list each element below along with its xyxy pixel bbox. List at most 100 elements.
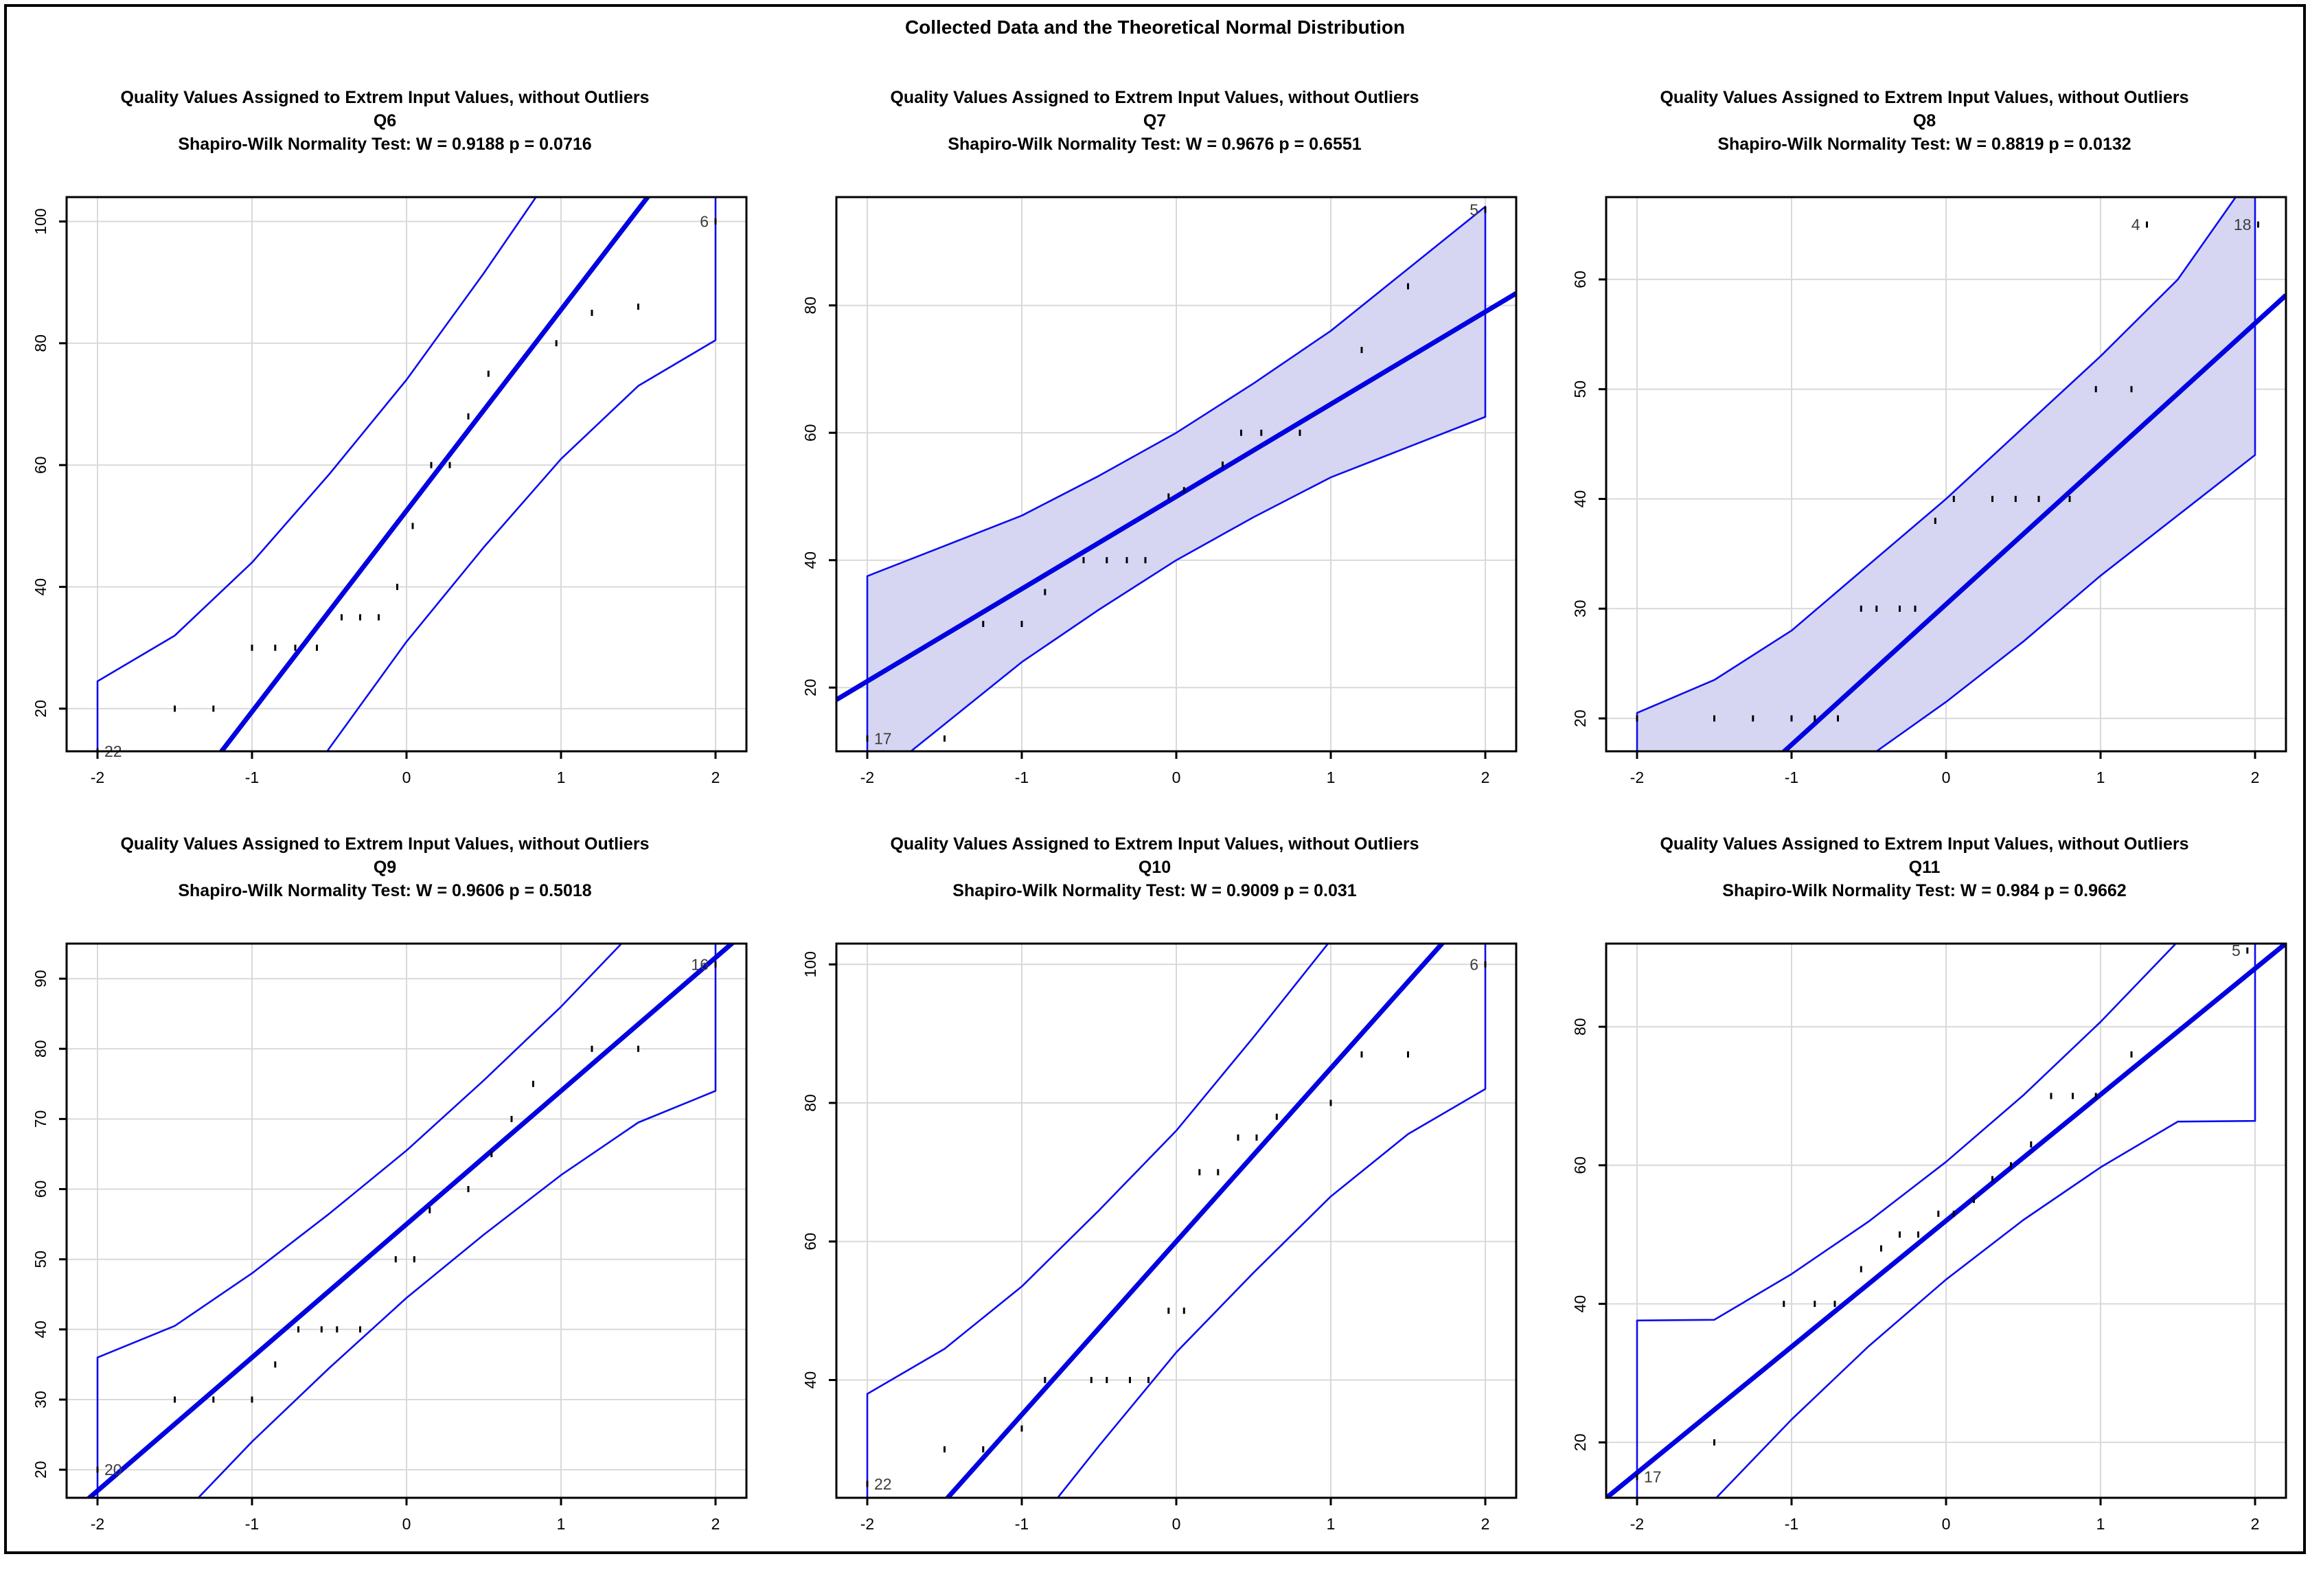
y-tick-label: 80: [32, 334, 49, 352]
subplot-title-block: Quality Values Assigned to Extrem Input …: [1540, 86, 2309, 156]
qq-plot-svg: 17 5 -2 -1 0 1 2 20 40 60 80: [1571, 942, 2287, 1533]
y-tick-label: 30: [1571, 600, 1589, 618]
subplot-title: Quality Values Assigned to Extrem Input …: [1660, 88, 2189, 107]
shapiro-wilk-result: Shapiro-Wilk Normality Test: W = 0.9606 …: [178, 881, 592, 900]
observation-label: 20: [104, 1461, 122, 1479]
y-tick-label: 60: [1571, 271, 1589, 288]
y-tick-label: 70: [32, 1110, 49, 1128]
subplot-title: Quality Values Assigned to Extrem Input …: [1660, 834, 2189, 854]
qq-plot-sheet: { "main_title": "Collected Data and the …: [0, 4, 2310, 1558]
y-tick-label: 20: [1571, 709, 1589, 727]
observation-label: 6: [1470, 955, 1478, 973]
subplot-title-block: Quality Values Assigned to Extrem Input …: [0, 832, 770, 902]
observation-label: 5: [1470, 201, 1478, 219]
x-tick-label: -2: [1630, 1515, 1644, 1533]
y-tick-label: 20: [801, 679, 819, 696]
x-tick-label: 1: [2096, 768, 2105, 786]
x-tick-label: -2: [860, 1515, 874, 1533]
x-tick-label: -2: [860, 768, 874, 786]
y-tick-label: 60: [801, 424, 819, 442]
observation-label: 16: [691, 956, 709, 974]
y-tick-label: 30: [32, 1391, 49, 1409]
x-tick-label: 0: [1172, 1515, 1181, 1533]
subplot-grid: Quality Values Assigned to Extrem Input …: [0, 65, 2310, 1558]
x-tick-label: 1: [557, 768, 566, 786]
observation-label: 4: [2131, 216, 2140, 233]
subplot-q6: Quality Values Assigned to Extrem Input …: [0, 65, 770, 812]
x-tick-label: 1: [557, 1515, 566, 1533]
qq-chart-q8: 4 18 -2 -1 0 1 2 20 30 40 50 60: [1540, 170, 2309, 846]
y-tick-label: 40: [1571, 490, 1589, 508]
y-tick-label: 80: [801, 1094, 819, 1112]
x-tick-label: 1: [2096, 1515, 2105, 1533]
y-tick-label: 90: [32, 970, 49, 988]
y-tick-label: 50: [32, 1251, 49, 1268]
shapiro-wilk-result: Shapiro-Wilk Normality Test: W = 0.9188 …: [178, 135, 592, 154]
y-tick-label: 100: [801, 951, 819, 977]
qq-chart-q11: 17 5 -2 -1 0 1 2 20 40 60 80: [1540, 916, 2309, 1593]
x-tick-label: -1: [245, 768, 259, 786]
observation-label: 22: [874, 1475, 892, 1493]
x-tick-label: 2: [1481, 1515, 1490, 1533]
y-tick-label: 80: [32, 1040, 49, 1058]
observation-label: 6: [700, 213, 709, 231]
subplot-q10: Quality Values Assigned to Extrem Input …: [770, 812, 1540, 1558]
subplot-title-block: Quality Values Assigned to Extrem Input …: [770, 86, 1540, 156]
x-tick-label: 2: [711, 1515, 720, 1533]
y-tick-label: 80: [1571, 1018, 1589, 1036]
subplot-variable: Q11: [1908, 858, 1941, 877]
x-tick-label: 1: [1327, 768, 1336, 786]
observation-label: 18: [2234, 216, 2252, 233]
subplot-q8: Quality Values Assigned to Extrem Input …: [1540, 65, 2309, 812]
y-tick-label: 60: [801, 1233, 819, 1251]
x-tick-label: 2: [1481, 768, 1490, 786]
subplot-title-block: Quality Values Assigned to Extrem Input …: [770, 832, 1540, 902]
subplot-title-block: Quality Values Assigned to Extrem Input …: [0, 86, 770, 156]
y-tick-label: 60: [32, 1181, 49, 1198]
qq-plot-svg: 20 16 -2 -1 0 1 2 20 30 40 50 60 70 80 90: [32, 942, 748, 1533]
x-tick-label: -1: [1785, 1515, 1798, 1533]
x-tick-label: 0: [402, 1515, 411, 1533]
subplot-title: Quality Values Assigned to Extrem Input …: [890, 88, 1419, 107]
x-tick-label: 0: [402, 768, 411, 786]
y-tick-label: 50: [1571, 380, 1589, 398]
qq-chart-q7: 17 5 -2 -1 0 1 2 20 40 60 80: [770, 170, 1540, 846]
subplot-variable: Q6: [373, 111, 397, 130]
x-tick-label: -1: [1785, 768, 1798, 786]
y-tick-label: 40: [32, 1321, 49, 1338]
shapiro-wilk-result: Shapiro-Wilk Normality Test: W = 0.9676 …: [948, 135, 1362, 154]
x-tick-label: -2: [91, 768, 104, 786]
x-tick-label: 0: [1172, 768, 1181, 786]
x-tick-label: -2: [1630, 768, 1644, 786]
shapiro-wilk-result: Shapiro-Wilk Normality Test: W = 0.8819 …: [1717, 135, 2131, 154]
y-tick-label: 60: [32, 456, 49, 474]
y-tick-label: 40: [801, 551, 819, 569]
qq-chart-q10: 22 6 -2 -1 0 1 2 40 60 80 100: [770, 916, 1540, 1593]
x-tick-label: -1: [245, 1515, 259, 1533]
qq-chart-q6: 22 6 -2 -1 0 1 2 20 40 60 80 100: [0, 170, 770, 846]
x-tick-label: 1: [1327, 1515, 1336, 1533]
qq-chart-q9: 20 16 -2 -1 0 1 2 20 30 40 50 60 70 80 90: [0, 916, 770, 1593]
y-tick-label: 100: [32, 208, 49, 234]
subplot-q11: Quality Values Assigned to Extrem Input …: [1540, 812, 2309, 1558]
qq-plot-svg: 4 18 -2 -1 0 1 2 20 30 40 50 60: [1571, 196, 2287, 786]
subplot-q7: Quality Values Assigned to Extrem Input …: [770, 65, 1540, 812]
y-tick-label: 20: [1571, 1434, 1589, 1452]
main-title: Collected Data and the Theoretical Norma…: [904, 16, 1406, 38]
subplot-variable: Q9: [373, 858, 397, 877]
qq-plot-svg: 17 5 -2 -1 0 1 2 20 40 60 80: [801, 196, 1518, 786]
x-tick-label: 2: [2251, 768, 2260, 786]
x-tick-label: 2: [2251, 1515, 2260, 1533]
subplot-title: Quality Values Assigned to Extrem Input …: [120, 834, 650, 854]
y-tick-label: 80: [801, 297, 819, 315]
subplot-variable: Q7: [1143, 111, 1167, 130]
subplot-variable: Q8: [1912, 111, 1936, 130]
observation-label: 17: [1644, 1468, 1662, 1486]
subplot-title: Quality Values Assigned to Extrem Input …: [890, 834, 1419, 854]
subplot-variable: Q10: [1138, 858, 1171, 877]
subplot-title-block: Quality Values Assigned to Extrem Input …: [1540, 832, 2309, 902]
y-tick-label: 40: [801, 1371, 819, 1389]
y-tick-label: 20: [32, 700, 49, 718]
x-tick-label: 0: [1942, 768, 1951, 786]
